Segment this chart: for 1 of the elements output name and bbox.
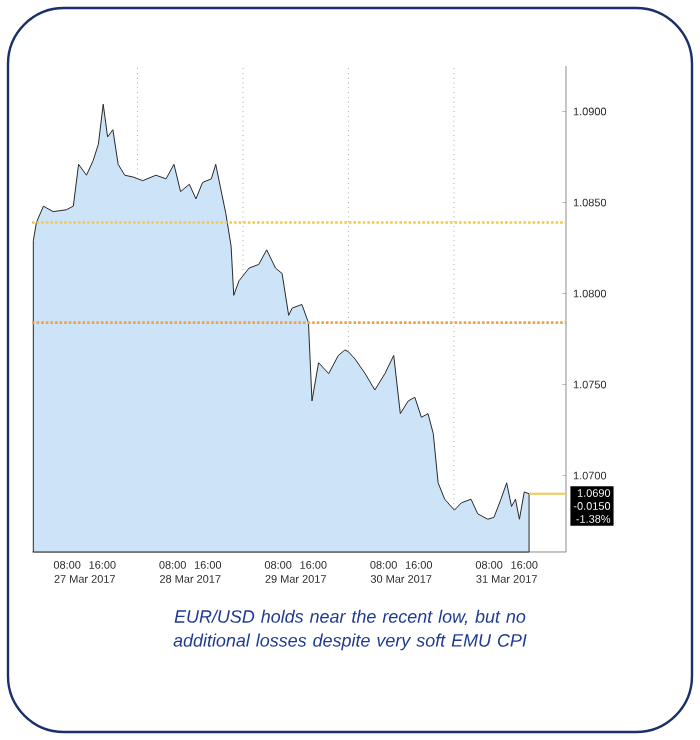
text: EUR/USD holds near the recent low, but no additional losses despite very soft EMU CPI (173, 609, 527, 651)
